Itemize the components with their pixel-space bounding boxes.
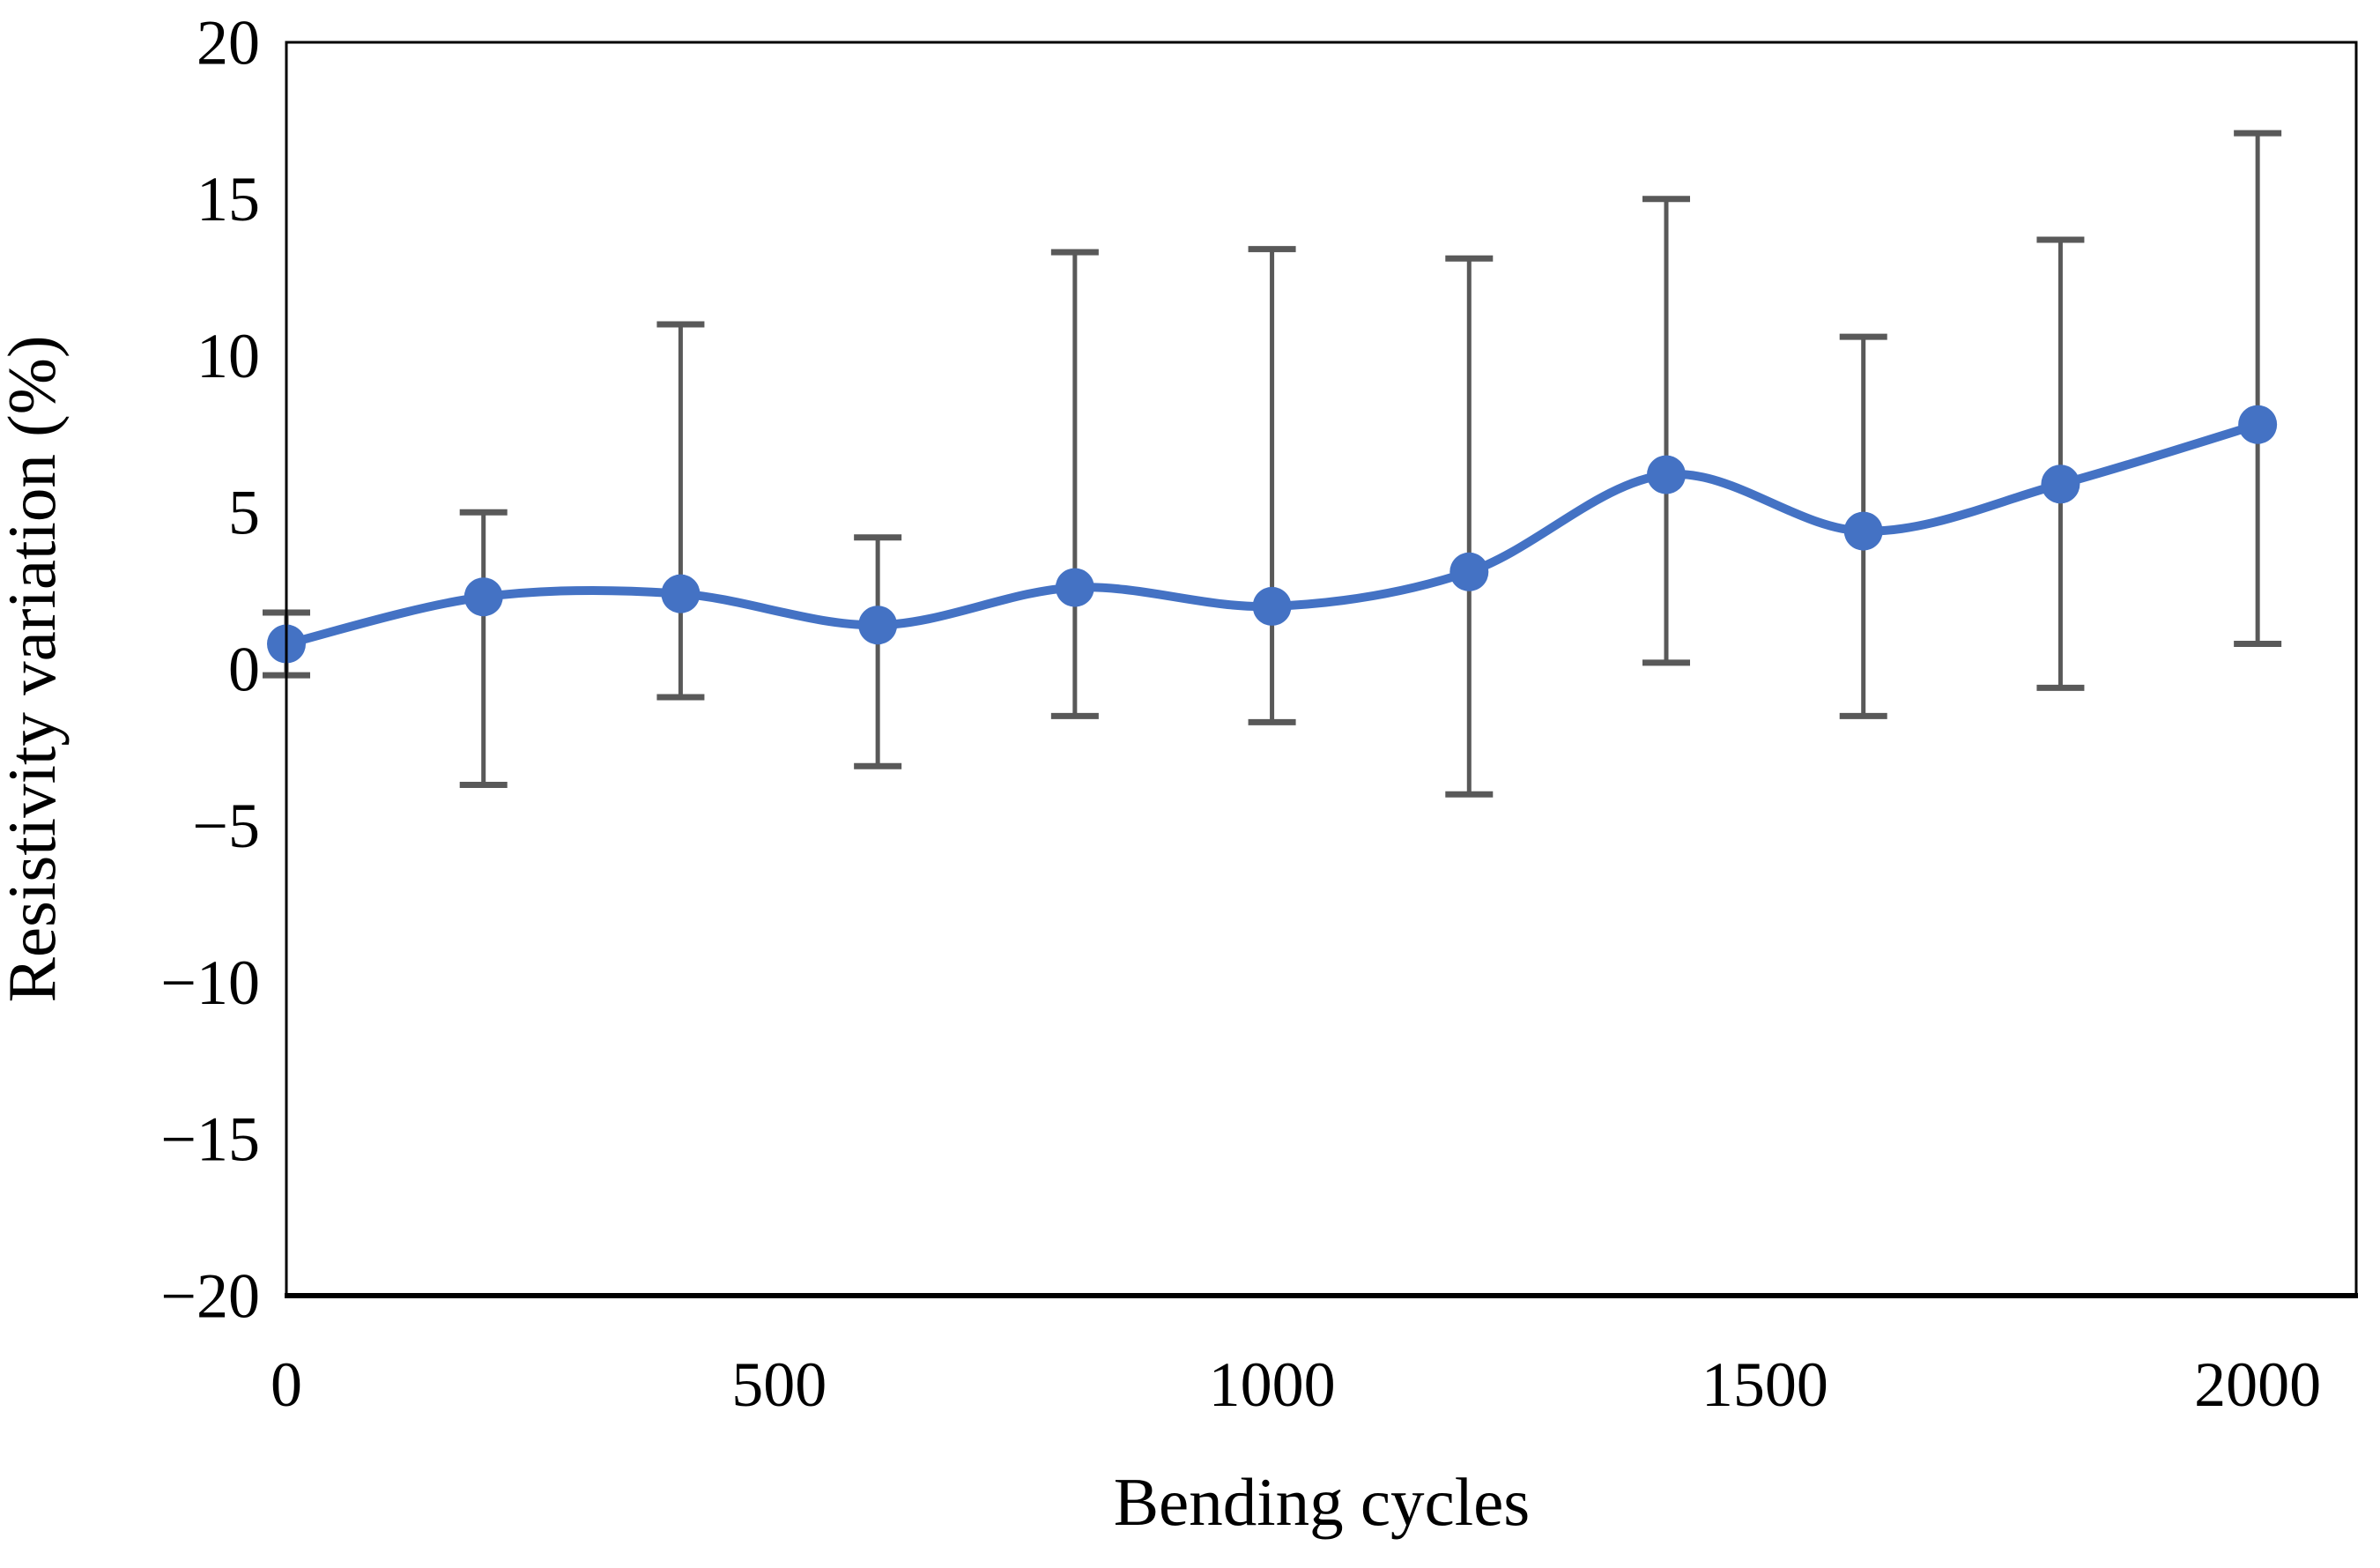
error-bar <box>1445 255 1494 798</box>
y-tick-label: 10 <box>196 321 260 391</box>
y-tick-label: −10 <box>160 947 260 1018</box>
error-bar <box>656 321 705 701</box>
data-point-marker <box>1843 511 1883 551</box>
y-tick-label: −15 <box>160 1104 260 1175</box>
error-bar <box>459 509 508 789</box>
data-point-marker <box>1450 552 1489 591</box>
x-axis-title: Bending cycles <box>1114 1464 1531 1540</box>
data-point-marker <box>1252 586 1292 626</box>
y-tick-label: 5 <box>228 478 260 548</box>
y-tick-label: 15 <box>196 164 260 234</box>
x-tick-label: 1000 <box>1209 1349 1336 1420</box>
plot-border <box>285 41 2358 1297</box>
error-bar <box>1050 249 1099 719</box>
y-tick-label: 20 <box>196 7 260 78</box>
plot-border-layer <box>285 41 2358 1298</box>
data-point-marker <box>1055 568 1094 607</box>
error-bar <box>2234 130 2282 648</box>
x-tick-label: 1500 <box>1702 1349 1828 1420</box>
error-bar <box>1642 196 1690 666</box>
series-layer <box>267 405 2278 664</box>
data-point-marker <box>2041 464 2080 504</box>
error-bar <box>2036 236 2085 691</box>
y-tick-label: −20 <box>160 1260 260 1331</box>
data-point-marker <box>858 606 898 645</box>
x-tick-label: 0 <box>271 1349 302 1420</box>
data-point-marker <box>1647 455 1686 494</box>
x-tick-label: 500 <box>731 1349 827 1420</box>
y-axis-title: Resistivity variation (%) <box>0 335 70 1002</box>
data-point-marker <box>661 574 701 613</box>
data-point-marker <box>463 577 503 617</box>
error-bars-layer <box>263 130 2282 798</box>
y-tick-label: 0 <box>228 634 260 704</box>
error-bar <box>1248 246 1296 725</box>
data-point-marker <box>2238 405 2278 444</box>
error-bar <box>854 534 902 769</box>
y-tick-label: −5 <box>192 791 260 861</box>
x-tick-label: 2000 <box>2194 1349 2321 1420</box>
